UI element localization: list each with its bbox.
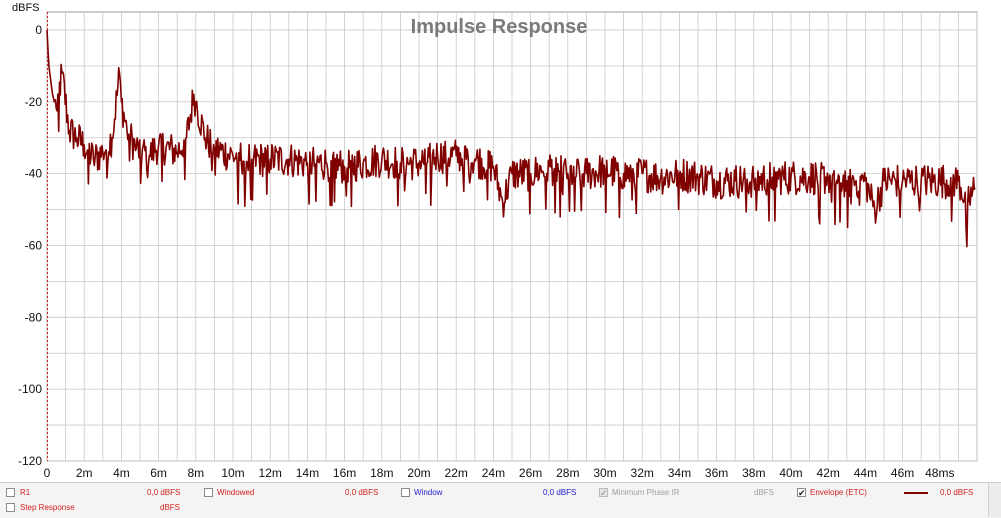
- chart-title: Impulse Response: [411, 16, 588, 38]
- legend-item-r1[interactable]: R1 0,0 dBFS: [6, 486, 196, 500]
- legend-label-r1: R1: [20, 488, 31, 497]
- x-tick-label: 28m: [556, 466, 579, 480]
- legend-value-step-response: dBFS: [160, 503, 181, 512]
- x-tick-label: 14m: [296, 466, 319, 480]
- legend-label-step-response: Step Response: [20, 503, 75, 512]
- x-tick-label: 46m: [891, 466, 914, 480]
- check-icon: ✔: [600, 488, 608, 498]
- legend-item-minimum-phase-ir: ✔ Minimum Phase IR dBFS: [599, 486, 789, 500]
- legend-value-minimum-phase-ir: dBFS: [754, 488, 775, 497]
- impulse-response-chart[interactable]: 0 2m 4m 6m 8m 10m 12m 14m 16m 18m 20m 22m 24m 26m 28m 3…: [0, 0, 1001, 482]
- legend-item-step-response[interactable]: Step Response dBFS: [6, 501, 196, 515]
- x-tick-label: 12m: [259, 466, 282, 480]
- x-tick-label: 32m: [631, 466, 654, 480]
- x-tick-label: 16m: [333, 466, 356, 480]
- legend-value-window: 0,0 dBFS: [543, 488, 577, 497]
- x-tick-label: 4m: [113, 466, 130, 480]
- envelope-etc-checkbox[interactable]: ✔: [797, 488, 806, 498]
- x-tick-label: 10m: [221, 466, 244, 480]
- legend-item-envelope-etc[interactable]: ✔ Envelope (ETC) 0,0 dBFS: [797, 486, 992, 500]
- x-tick-label: 24m: [482, 466, 505, 480]
- x-tick-label: 38m: [742, 466, 765, 480]
- x-tick-label: 8m: [187, 466, 204, 480]
- x-tick-label: 6m: [150, 466, 167, 480]
- envelope-etc-swatch: [904, 492, 928, 494]
- y-tick-label: -120: [18, 454, 42, 468]
- x-tick-label: 44m: [854, 466, 877, 480]
- y-tick-label: 0: [35, 23, 42, 37]
- chart-area[interactable]: 0 2m 4m 6m 8m 10m 12m 14m 16m 18m 20m 22m 24m 26m 28m 3…: [0, 0, 1001, 482]
- x-tick-label: 48ms: [925, 466, 954, 480]
- y-tick-label: -80: [25, 310, 43, 324]
- window-checkbox[interactable]: [401, 488, 410, 497]
- y-tick-label: -100: [18, 382, 42, 396]
- legend-label-windowed: Windowed: [217, 488, 255, 497]
- x-tick-label: 18m: [370, 466, 393, 480]
- x-tick-label: 2m: [76, 466, 93, 480]
- series-line-envelope-etc: [46, 29, 976, 248]
- y-axis-label: dBFS: [12, 2, 40, 14]
- x-tick-label: 20m: [407, 466, 430, 480]
- legend-item-windowed[interactable]: Windowed 0,0 dBFS: [204, 486, 394, 500]
- x-tick-label: 36m: [705, 466, 728, 480]
- x-tick-label: 42m: [817, 466, 840, 480]
- r1-checkbox[interactable]: [6, 488, 15, 497]
- step-response-checkbox[interactable]: [6, 503, 15, 512]
- legend-label-window: Window: [414, 488, 443, 497]
- legend-item-window[interactable]: Window 0,0 dBFS: [401, 486, 591, 500]
- minimum-phase-ir-checkbox: ✔: [599, 488, 608, 498]
- check-icon: ✔: [798, 488, 806, 498]
- windowed-checkbox[interactable]: [204, 488, 213, 497]
- legend-label-envelope-etc: Envelope (ETC): [810, 488, 867, 497]
- x-tick-label: 26m: [519, 466, 542, 480]
- x-tick-label: 40m: [779, 466, 802, 480]
- y-tick-label: -40: [25, 167, 43, 181]
- y-tick-label: -60: [25, 238, 43, 252]
- legend-value-r1: 0,0 dBFS: [147, 488, 181, 497]
- x-tick-label: 0: [44, 466, 51, 480]
- x-tick-label: 34m: [668, 466, 691, 480]
- y-tick-label: -20: [25, 95, 43, 109]
- legend-value-windowed: 0,0 dBFS: [345, 488, 379, 497]
- legend-scrollbar[interactable]: [988, 483, 1001, 517]
- legend-value-envelope-etc: 0,0 dBFS: [940, 488, 974, 497]
- legend-label-minimum-phase-ir: Minimum Phase IR: [612, 488, 680, 497]
- x-tick-label: 30m: [593, 466, 616, 480]
- x-tick-label: 22m: [445, 466, 468, 480]
- legend-bar: R1 0,0 dBFS Windowed 0,0 dBFS Window 0,0…: [0, 482, 1001, 518]
